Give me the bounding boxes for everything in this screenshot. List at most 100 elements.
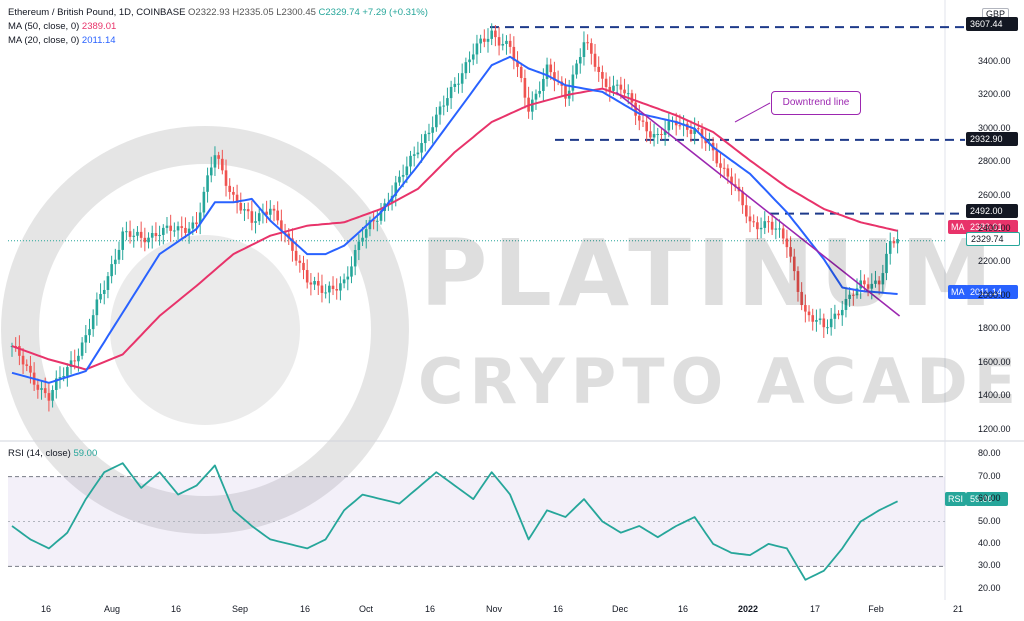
rsi-tag: 59.00: [966, 492, 1008, 506]
candle-body: [147, 237, 150, 243]
candle-body: [486, 38, 490, 42]
candle-body: [206, 175, 209, 192]
candle-body: [18, 346, 21, 356]
date-tick-label: 16: [299, 604, 311, 614]
downtrend-line: [615, 91, 901, 317]
ma20-label: MA (20, close, 0): [8, 35, 80, 46]
candle-body: [435, 114, 438, 128]
candle-body: [745, 205, 748, 217]
candle-body: [693, 128, 696, 134]
date-tick-label: 2022: [737, 604, 759, 614]
candle-body: [840, 309, 844, 316]
candle-body: [597, 66, 601, 72]
candle-body: [575, 63, 578, 75]
candle-body: [505, 40, 508, 44]
candle-body: [781, 228, 785, 239]
candle-body: [848, 294, 851, 299]
candle-body: [272, 208, 276, 211]
candle-body: [376, 220, 379, 222]
candle-body: [154, 233, 158, 237]
candle-body: [608, 86, 612, 91]
candle-body: [479, 38, 482, 44]
candle-body: [364, 229, 368, 238]
candle-body: [350, 266, 353, 277]
candle-body: [519, 66, 523, 79]
candle-body: [530, 99, 534, 112]
candle-body: [368, 220, 372, 230]
ma50-value: 2389.01: [81, 21, 117, 32]
ma20-tag: 2011.14: [966, 285, 1018, 299]
price-tick-label: 1200.00: [978, 423, 1011, 434]
candle-body: [852, 294, 855, 296]
annotation-pointer: [734, 102, 771, 123]
candle-body: [331, 285, 335, 290]
candle-body: [62, 375, 65, 378]
candle-body: [313, 281, 316, 285]
candle-body: [106, 276, 110, 290]
candle-body: [339, 283, 342, 291]
candle-body: [198, 212, 202, 225]
ma50-legend: MA (50, close, 0) 2389.01: [8, 21, 116, 32]
candle-body: [542, 78, 545, 91]
candle-body: [114, 259, 117, 265]
candle-body: [516, 60, 519, 67]
candle-body: [51, 389, 54, 401]
candle-body: [202, 191, 206, 213]
date-tick-label: 16: [170, 604, 182, 614]
candle-body: [660, 134, 663, 136]
candle-body: [652, 134, 656, 138]
rsi-axis-label: RSI: [945, 492, 967, 506]
price-tick-label: 1800.00: [978, 323, 1011, 334]
candle-body: [43, 388, 47, 394]
date-tick-label: 16: [552, 604, 564, 614]
candle-body: [460, 73, 464, 84]
candle-body: [837, 313, 840, 316]
candle-body: [885, 253, 888, 274]
candle-body: [774, 228, 778, 230]
candle-body: [778, 228, 781, 230]
candle-body: [815, 320, 818, 322]
candle-body: [143, 237, 147, 243]
candle-body: [128, 231, 132, 237]
candle-body: [221, 158, 224, 171]
candle-body: [501, 43, 505, 46]
candle-body: [497, 37, 501, 46]
candle-body: [269, 208, 272, 215]
candle-body: [756, 222, 759, 230]
price-tick-label: 1600.00: [978, 356, 1011, 367]
candle-body: [213, 155, 217, 168]
candle-body: [91, 315, 95, 330]
candle-body: [88, 329, 91, 336]
candle-body: [715, 150, 719, 164]
price-tick-label: 3200.00: [978, 89, 1011, 100]
candle-body: [184, 227, 187, 233]
candle-body: [874, 280, 877, 284]
candle-body: [217, 155, 220, 159]
candle-body: [612, 85, 615, 91]
candle-body: [667, 121, 671, 131]
candle-body: [545, 64, 549, 79]
candle-body: [36, 384, 40, 390]
candle-body: [641, 120, 645, 122]
candle-body: [800, 291, 803, 306]
date-tick-label: Sep: [231, 604, 249, 614]
candle-body: [195, 222, 198, 225]
candle-body: [604, 78, 608, 87]
candle-body: [29, 365, 32, 373]
ma50-tag: 2389.01: [966, 220, 1018, 234]
ma50-line: [11, 87, 898, 371]
rsi-tick-label: 50.00: [978, 515, 1001, 526]
candle-body: [623, 89, 626, 94]
candle-body: [630, 93, 634, 103]
candle-body: [125, 231, 128, 233]
candle-body: [320, 285, 324, 293]
candle-body: [578, 56, 582, 64]
candle-body: [767, 221, 770, 223]
candle-body: [40, 388, 43, 390]
candle-body: [471, 54, 475, 60]
candle-body: [316, 281, 320, 286]
candle-body: [176, 226, 180, 231]
candle-body: [822, 318, 826, 328]
candle-body: [674, 120, 678, 126]
